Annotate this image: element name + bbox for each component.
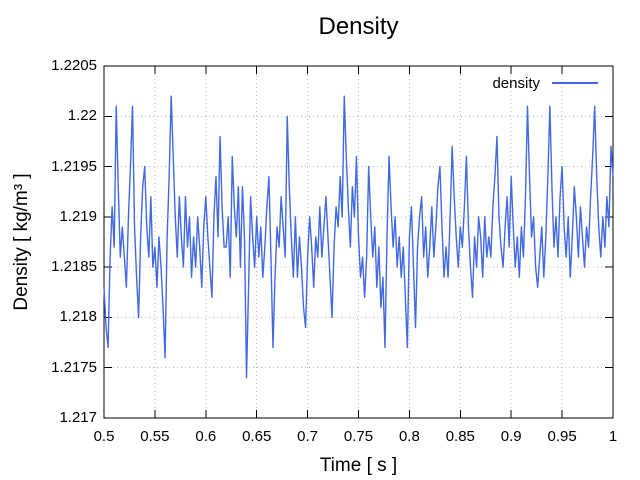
legend-label: density — [492, 74, 540, 92]
y-tick-label: 1.22 — [67, 107, 97, 125]
x-tick-label: 0.65 — [242, 428, 272, 445]
legend-line-sample — [552, 82, 598, 84]
x-tick-label: 0.95 — [547, 428, 577, 445]
y-tick-label: 1.2205 — [51, 57, 97, 74]
x-tick-label: 0.6 — [195, 428, 217, 445]
x-tick-label: 0.5 — [93, 428, 115, 445]
y-tick-label: 1.2195 — [51, 157, 97, 175]
y-tick-label: 1.218 — [59, 308, 97, 326]
x-tick-label: 0.7 — [297, 428, 319, 445]
legend: density — [492, 73, 598, 93]
x-tick-label: 0.9 — [500, 428, 522, 445]
y-tick-label: 1.2175 — [51, 358, 97, 376]
chart-title: Density — [318, 13, 399, 40]
density-series-line — [103, 95, 614, 379]
y-tick-label: 1.2185 — [51, 258, 97, 276]
x-tick-label: 0.55 — [140, 428, 170, 445]
x-axis-label: Time [ s ] — [319, 455, 398, 476]
x-tick-label: 0.85 — [445, 428, 475, 445]
x-tick-label: 0.75 — [343, 428, 374, 445]
y-tick-label: 1.217 — [59, 409, 97, 426]
x-tick-label: 1 — [608, 428, 618, 445]
y-tick-label: 1.219 — [59, 207, 97, 225]
y-axis-label: Density [ kg/m³ ] — [11, 173, 32, 311]
x-tick-label: 0.8 — [398, 428, 420, 445]
